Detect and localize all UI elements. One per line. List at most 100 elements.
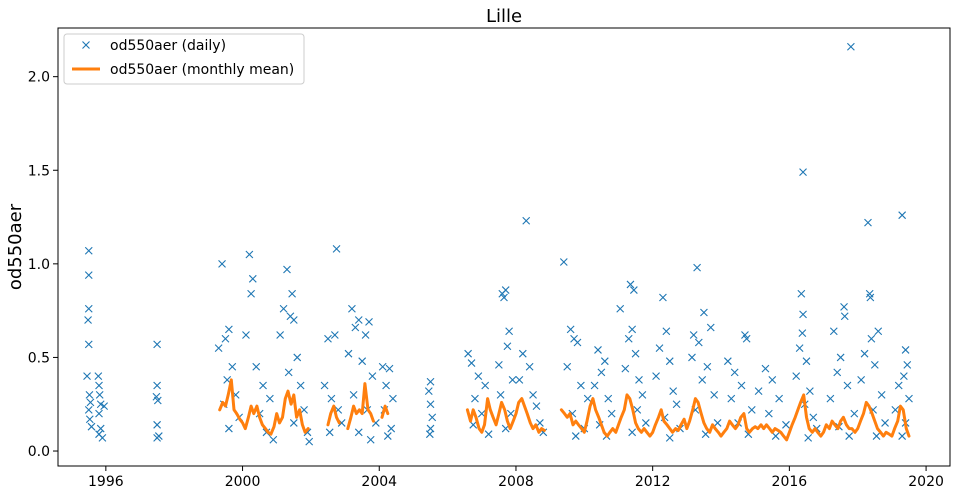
data-point-daily <box>694 338 703 347</box>
marker-stroke <box>688 353 696 362</box>
marker-stroke <box>224 325 233 334</box>
data-point-daily <box>424 387 433 396</box>
marker-stroke <box>152 392 161 401</box>
marker-stroke <box>382 381 390 390</box>
data-point-daily <box>242 331 250 339</box>
data-point-daily <box>252 362 261 371</box>
data-point-daily <box>366 435 375 444</box>
data-point-daily <box>730 368 739 377</box>
data-point-daily <box>754 387 763 396</box>
marker-stroke <box>378 362 387 371</box>
marker-stroke <box>389 394 397 403</box>
marker-stroke <box>847 42 855 51</box>
data-point-daily <box>84 271 93 279</box>
data-point-daily <box>471 394 479 403</box>
data-point-daily <box>826 394 835 403</box>
marker-stroke <box>809 413 818 422</box>
data-point-daily <box>840 312 849 321</box>
data-point-daily <box>288 289 296 298</box>
x-tick-label: 2020 <box>908 474 944 490</box>
data-point-daily <box>474 372 483 381</box>
marker-stroke <box>881 419 889 427</box>
series-line-monthly <box>559 393 911 442</box>
data-point-daily <box>802 357 811 366</box>
marker-stroke <box>330 331 339 339</box>
marker-stroke <box>95 390 104 399</box>
data-point-daily <box>877 390 886 399</box>
marker-stroke <box>289 419 298 427</box>
data-point-daily <box>898 211 907 220</box>
data-point-daily <box>85 415 94 424</box>
marker-stroke <box>829 327 838 336</box>
data-point-daily <box>153 434 162 442</box>
data-point-daily <box>573 338 582 347</box>
marker-stroke <box>337 419 346 427</box>
marker-stroke <box>633 405 642 414</box>
data-point-daily <box>95 409 103 418</box>
marker-stroke <box>792 372 801 381</box>
marker-stroke <box>652 372 660 381</box>
marker-stroke <box>594 346 602 354</box>
marker-stroke <box>508 376 517 384</box>
data-point-daily <box>86 398 95 407</box>
data-point-daily <box>847 42 855 51</box>
legend-marker-daily <box>82 41 90 49</box>
data-point-daily <box>84 405 93 414</box>
marker-stroke <box>522 216 531 225</box>
data-point-daily <box>365 317 373 326</box>
series-line-monthly <box>218 378 310 436</box>
data-point-daily <box>506 409 515 418</box>
data-point-daily <box>624 334 633 343</box>
data-point-daily <box>723 357 732 366</box>
data-point-daily <box>361 331 370 339</box>
data-point-daily <box>641 419 650 427</box>
data-point-daily <box>669 387 678 396</box>
data-point-daily <box>604 394 613 403</box>
marker-stroke <box>496 390 505 399</box>
marker-stroke <box>775 394 784 403</box>
marker-stroke <box>428 413 437 422</box>
marker-stroke <box>464 349 473 358</box>
data-point-daily <box>425 430 434 439</box>
marker-stroke <box>713 419 722 427</box>
data-point-daily <box>652 372 660 381</box>
marker-stroke <box>293 353 302 362</box>
data-point-daily <box>95 390 104 399</box>
data-point-daily <box>330 331 339 339</box>
marker-stroke <box>515 376 524 384</box>
data-point-daily <box>901 346 910 354</box>
marker-stroke <box>850 409 859 418</box>
marker-stroke <box>383 432 392 440</box>
data-point-daily <box>153 340 162 349</box>
data-point-daily <box>289 419 298 427</box>
data-point-daily <box>221 334 230 343</box>
data-point-daily <box>775 394 784 403</box>
marker-stroke <box>84 304 93 313</box>
marker-stroke <box>484 430 493 439</box>
data-point-daily <box>713 419 722 427</box>
data-point-daily <box>700 308 708 317</box>
marker-stroke <box>94 372 103 381</box>
data-point-daily <box>693 263 701 272</box>
marker-stroke <box>737 381 746 390</box>
marker-stroke <box>218 259 226 268</box>
data-point-daily <box>659 293 667 302</box>
marker-stroke <box>387 424 396 433</box>
data-point-daily <box>87 422 96 431</box>
series-line-monthly <box>346 382 375 431</box>
series-line-monthly <box>465 397 546 434</box>
y-tick-label: 2.0 <box>28 70 50 86</box>
marker-stroke <box>83 372 91 381</box>
marker-stroke <box>494 361 503 369</box>
marker-stroke <box>276 331 285 339</box>
data-point-daily <box>224 424 233 433</box>
data-point-daily <box>387 424 396 433</box>
marker-stroke <box>590 381 599 390</box>
data-point-daily <box>385 364 394 373</box>
data-point-daily <box>727 394 736 403</box>
x-tick-label: 2004 <box>361 474 397 490</box>
marker-stroke <box>153 381 162 390</box>
marker-stroke <box>872 432 881 440</box>
marker-stroke <box>96 424 105 433</box>
marker-stroke <box>867 334 876 343</box>
